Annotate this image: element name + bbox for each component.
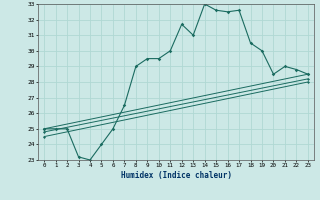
X-axis label: Humidex (Indice chaleur): Humidex (Indice chaleur) [121, 171, 231, 180]
